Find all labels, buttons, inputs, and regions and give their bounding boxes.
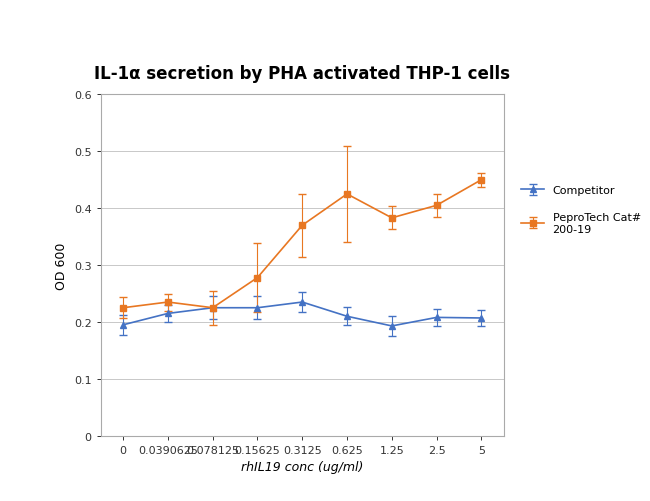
Y-axis label: OD 600: OD 600 [55,242,68,289]
X-axis label: rhIL19 conc (ug/ml): rhIL19 conc (ug/ml) [241,460,363,473]
Legend: Competitor, PeproTech Cat#
200-19: Competitor, PeproTech Cat# 200-19 [521,186,641,234]
Title: IL-1α secretion by PHA activated THP-1 cells: IL-1α secretion by PHA activated THP-1 c… [94,65,510,83]
